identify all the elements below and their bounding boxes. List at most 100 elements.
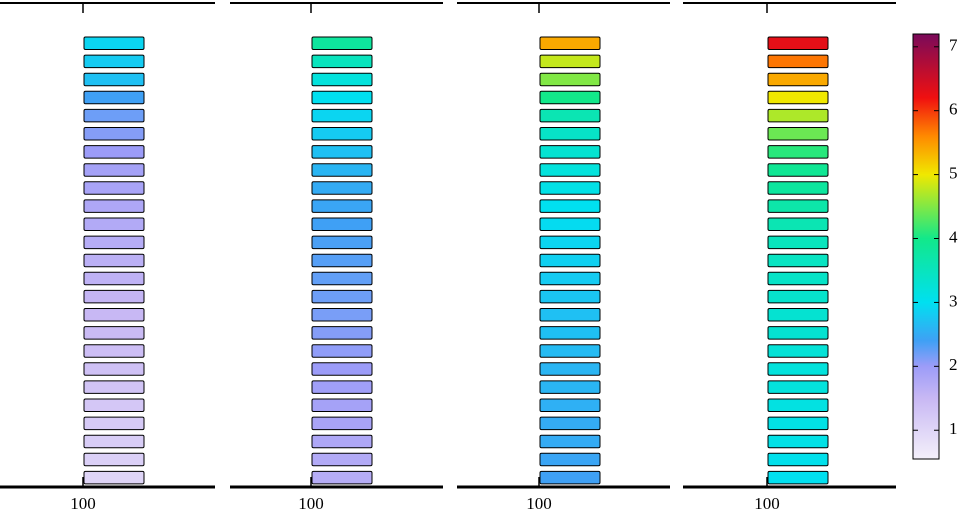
cell — [539, 181, 601, 195]
cell — [311, 36, 373, 50]
cell — [767, 181, 829, 195]
cell — [83, 380, 145, 394]
cell — [311, 145, 373, 159]
cell — [539, 380, 601, 394]
cell — [311, 398, 373, 412]
cell — [83, 416, 145, 431]
cell — [539, 289, 601, 304]
cell — [83, 217, 145, 231]
cell — [539, 90, 601, 105]
cell — [83, 271, 145, 286]
cell — [311, 362, 373, 376]
cell — [767, 217, 829, 231]
cell — [83, 398, 145, 412]
cell — [767, 108, 829, 123]
cell — [539, 470, 601, 485]
cell — [539, 145, 601, 159]
cell — [311, 326, 373, 340]
cell — [83, 145, 145, 159]
colorbar-tick-label: 5 — [949, 164, 958, 183]
cell — [83, 36, 145, 50]
cell — [83, 289, 145, 304]
cell — [311, 127, 373, 141]
cell — [539, 235, 601, 250]
cell — [767, 271, 829, 286]
cell — [311, 108, 373, 123]
cell — [539, 416, 601, 431]
x-tick-label: 100 — [298, 494, 324, 513]
colorbar-tick-label: 4 — [949, 227, 958, 246]
cell — [311, 452, 373, 467]
cell — [767, 145, 829, 159]
cell — [311, 217, 373, 231]
cell — [539, 362, 601, 376]
cell — [311, 72, 373, 87]
cell — [311, 289, 373, 304]
cell — [767, 434, 829, 449]
cell — [767, 54, 829, 69]
cell — [311, 181, 373, 195]
cell — [767, 90, 829, 105]
cell — [767, 416, 829, 431]
cell — [767, 326, 829, 340]
cell — [83, 344, 145, 358]
cell — [83, 253, 145, 268]
cell — [767, 380, 829, 394]
cell — [311, 90, 373, 105]
cell — [83, 199, 145, 213]
cell — [83, 362, 145, 376]
colorbar-tick-label: 1 — [949, 419, 958, 438]
cell — [539, 253, 601, 268]
cell — [539, 199, 601, 213]
cell — [83, 434, 145, 449]
cell — [83, 163, 145, 177]
cell — [767, 398, 829, 412]
cell — [539, 36, 601, 50]
cell — [767, 163, 829, 177]
cell — [767, 127, 829, 141]
cell — [539, 326, 601, 340]
cell — [767, 235, 829, 250]
cell — [311, 163, 373, 177]
colorbar-tick-label: 2 — [949, 355, 958, 374]
cell — [83, 470, 145, 485]
cell — [311, 416, 373, 431]
x-tick-label: 100 — [526, 494, 552, 513]
colorbar — [912, 33, 940, 460]
cell — [767, 253, 829, 268]
cell — [83, 54, 145, 69]
x-tick-label: 100 — [754, 494, 780, 513]
cell — [311, 344, 373, 358]
cell — [83, 108, 145, 123]
cell — [539, 127, 601, 141]
cell — [767, 72, 829, 87]
cell — [539, 308, 601, 322]
cell — [767, 362, 829, 376]
cell — [311, 271, 373, 286]
cell — [539, 163, 601, 177]
colorbar-tick-label: 3 — [949, 291, 958, 310]
cell — [83, 308, 145, 322]
cell — [539, 72, 601, 87]
cell — [83, 72, 145, 87]
cell — [311, 235, 373, 250]
cell — [311, 434, 373, 449]
cell — [311, 470, 373, 485]
cell — [539, 398, 601, 412]
cell — [83, 90, 145, 105]
cell — [311, 54, 373, 69]
cell — [539, 271, 601, 286]
cell — [83, 127, 145, 141]
cell — [83, 326, 145, 340]
cell — [767, 308, 829, 322]
cell — [83, 235, 145, 250]
cell — [311, 308, 373, 322]
cell — [83, 181, 145, 195]
cell — [767, 470, 829, 485]
cell — [539, 108, 601, 123]
cell — [539, 217, 601, 231]
cell — [311, 253, 373, 268]
cell — [311, 199, 373, 213]
cell — [767, 199, 829, 213]
